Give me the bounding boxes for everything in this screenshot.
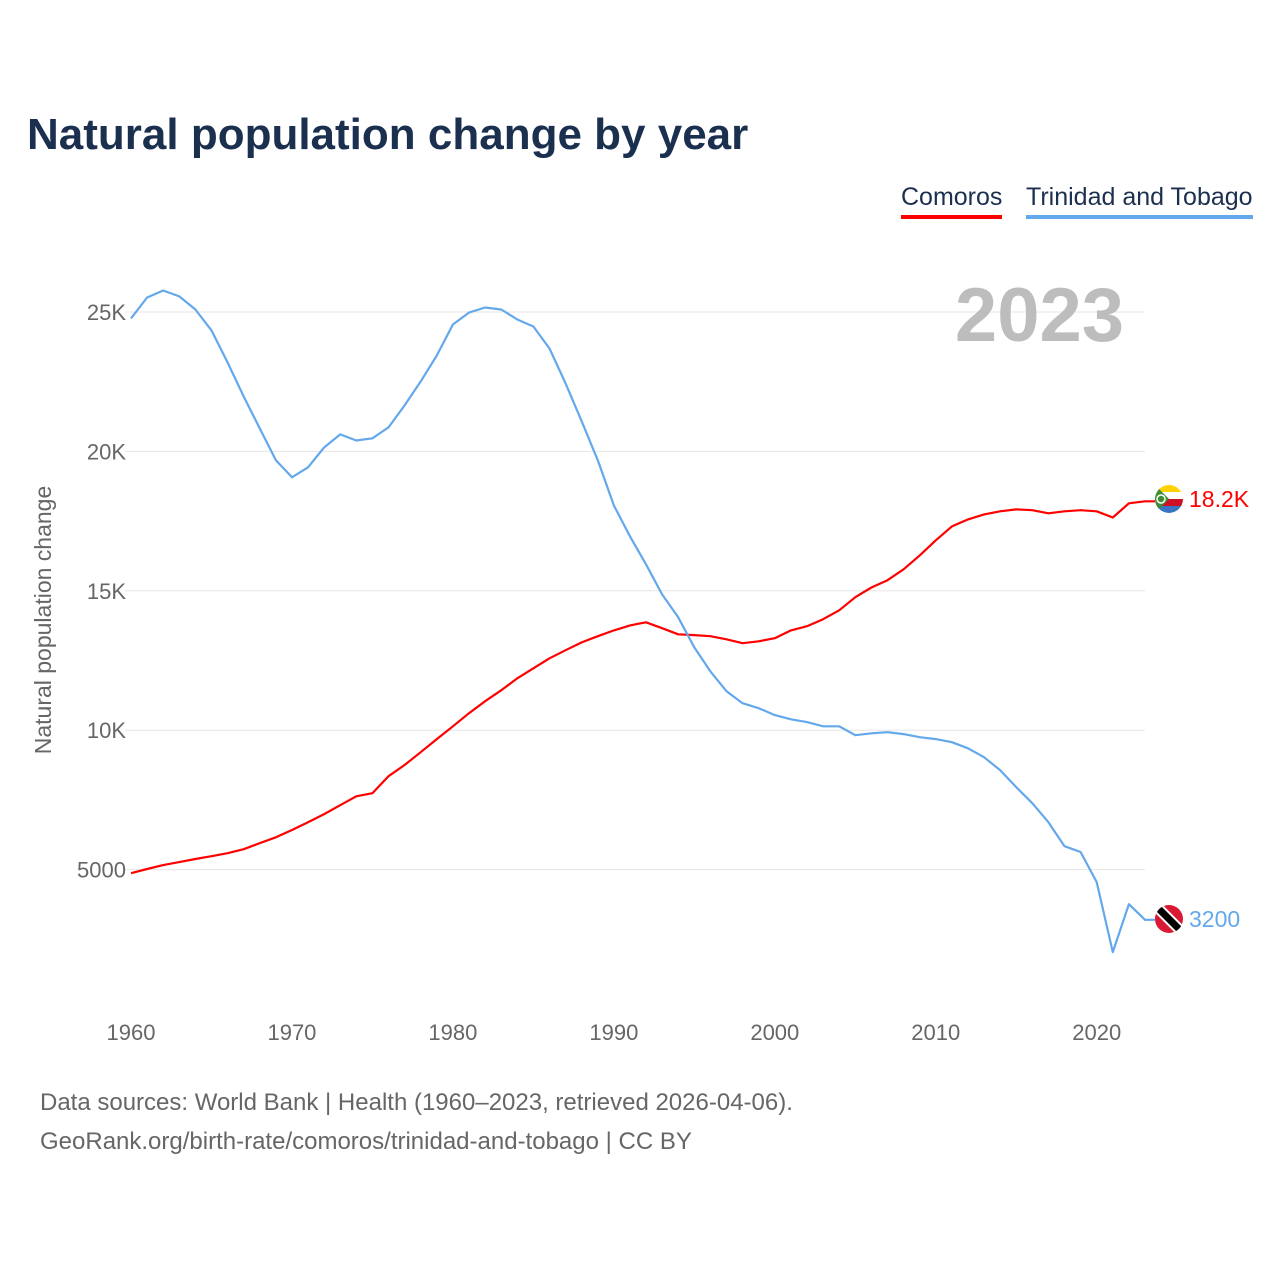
legend-trinidad-and-tobago[interactable]: Trinidad and Tobago <box>1026 183 1253 219</box>
x-tick-label: 1970 <box>267 1020 316 1045</box>
y-tick-label: 20K <box>87 439 126 464</box>
y-axis-label: Natural population change <box>30 486 56 755</box>
legend-comoros[interactable]: Comoros <box>901 183 1003 219</box>
y-tick-label: 10K <box>87 718 126 743</box>
y-tick-label: 15K <box>87 579 126 604</box>
x-tick-label: 1960 <box>107 1020 156 1045</box>
trinidad-flag-icon <box>1155 905 1183 933</box>
x-tick-label: 1990 <box>589 1020 638 1045</box>
x-tick-label: 2010 <box>911 1020 960 1045</box>
y-tick-label: 25K <box>87 300 126 325</box>
series-line-trinidad-and-tobago <box>130 289 1155 954</box>
year-overlay: 2023 <box>955 273 1124 358</box>
y-tick-label: 5000 <box>77 858 126 883</box>
source-line-2[interactable]: GeoRank.org/birth-rate/comoros/trinidad-… <box>40 1128 692 1155</box>
x-tick-label: 1980 <box>428 1020 477 1045</box>
chart-title: Natural population change by year <box>27 110 749 159</box>
source-line-1: Data sources: World Bank | Health (1960–… <box>40 1089 793 1116</box>
x-tick-label: 2020 <box>1072 1020 1121 1045</box>
comoros-flag-icon <box>1155 485 1183 513</box>
series-line-comoros <box>130 500 1155 875</box>
trinidad-end-label: 3200 <box>1189 906 1240 932</box>
comoros-end-label: 18.2K <box>1189 486 1250 512</box>
x-tick-label: 2000 <box>750 1020 799 1045</box>
